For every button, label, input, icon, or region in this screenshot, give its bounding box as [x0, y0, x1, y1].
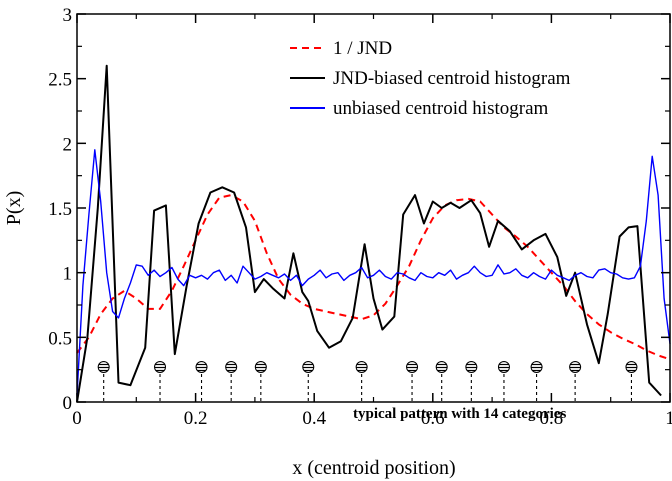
x-tick-label: 1: [665, 408, 672, 429]
y-tick-label: 0: [63, 393, 73, 414]
y-tick-label: 1: [63, 264, 73, 285]
series-line-1: [76, 64, 662, 403]
y-tick-label: 3: [63, 5, 73, 26]
y-axis-label: P(x): [3, 191, 25, 225]
category-marker: [302, 361, 315, 373]
category-marker: [530, 361, 543, 373]
category-marker: [195, 361, 208, 373]
category-marker: [435, 361, 448, 373]
x-axis-label: x (centroid position): [292, 457, 455, 479]
category-marker: [569, 361, 582, 373]
x-tick-label: 0.8: [540, 408, 564, 429]
y-tick-label: 2: [63, 134, 73, 155]
category-marker: [625, 361, 638, 373]
category-marker: [154, 361, 167, 373]
category-marker: [254, 361, 267, 373]
legend-label-unbiased: unbiased centroid histogram: [333, 98, 549, 119]
legend-label-jnd-biased: JND-biased centroid histogram: [333, 68, 571, 89]
pattern-annotation: typical pattern with 14 categories: [353, 406, 566, 422]
category-marker: [465, 361, 478, 373]
x-tick-label: 0.2: [184, 408, 208, 429]
category-marker: [497, 361, 510, 373]
x-tick-label: 0.4: [302, 408, 326, 429]
category-marker: [225, 361, 238, 373]
x-tick-label: 0.6: [421, 408, 445, 429]
axes-layer: 0 0.2 0.4 0.6 0.8 1 0 0.5 1 1.5 2 2.5 3: [48, 5, 672, 429]
category-marker: [355, 361, 368, 373]
series-line-2: [76, 149, 671, 396]
legend: 1 / JND JND-biased centroid histogram un…: [290, 38, 571, 119]
y-tick-label: 1.5: [48, 199, 72, 220]
category-marker: [406, 361, 419, 373]
x-tick-label: 0: [72, 408, 82, 429]
y-tick-label: 2.5: [48, 70, 72, 91]
category-marker: [97, 361, 110, 373]
y-tick-label: 0.5: [48, 328, 72, 349]
markers-layer: [97, 361, 638, 402]
series-layer: [76, 64, 671, 403]
legend-label-1-jnd: 1 / JND: [333, 38, 392, 59]
